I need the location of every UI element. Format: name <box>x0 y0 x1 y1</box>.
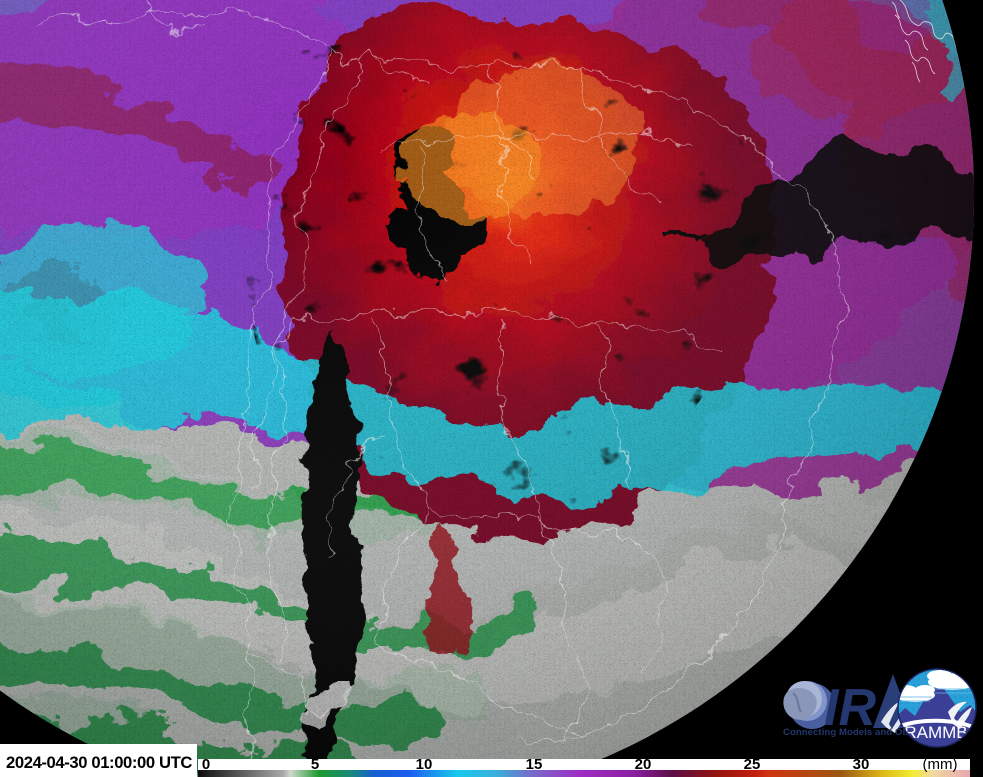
svg-text:5: 5 <box>311 756 319 773</box>
svg-text:2024-04-30 01:00:00 UTC: 2024-04-30 01:00:00 UTC <box>6 754 192 772</box>
svg-text:30: 30 <box>853 756 870 773</box>
svg-text:15: 15 <box>526 756 543 773</box>
svg-text:25: 25 <box>744 756 761 773</box>
svg-text:20: 20 <box>635 756 652 773</box>
svg-text:0: 0 <box>202 756 210 773</box>
svg-text:(mm): (mm) <box>923 756 958 773</box>
svg-text:10: 10 <box>416 756 433 773</box>
